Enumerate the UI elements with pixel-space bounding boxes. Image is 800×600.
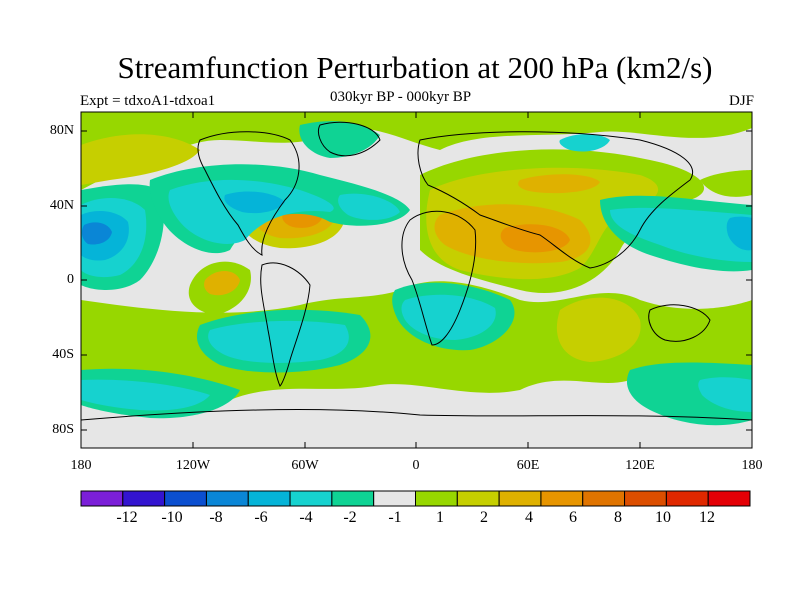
lat-label-40s: 40S — [52, 347, 74, 362]
colorbar-box — [247, 490, 291, 507]
colorbar-box — [540, 490, 584, 507]
colorbar-box — [164, 490, 207, 507]
colorbar-label: 6 — [569, 509, 577, 526]
colorbar-box — [289, 490, 333, 507]
colorbar-box — [707, 490, 751, 507]
colorbar-label: -10 — [161, 509, 183, 526]
lat-label-0: 0 — [67, 272, 74, 287]
colorbar-box — [80, 490, 124, 507]
colorbar-label: 8 — [614, 509, 622, 526]
lat-label-80n: 80N — [49, 123, 74, 138]
experiment-label: Expt = tdxoA1-tdxoa1 — [80, 93, 216, 109]
colorbar-box — [582, 490, 626, 507]
colorbar-box — [624, 490, 667, 507]
coastlines — [81, 121, 752, 421]
colorbar-box — [331, 490, 375, 507]
period-label: 030kyr BP - 000kyr BP — [330, 89, 472, 105]
colorbar-label: -6 — [254, 509, 268, 526]
colorbar-label: -1 — [388, 509, 402, 526]
lon-label-0: 0 — [412, 458, 420, 473]
lon-label-60w: 60W — [291, 458, 319, 473]
axis-ticks — [81, 112, 752, 448]
contour-field — [81, 112, 752, 448]
contour-level-neg6-neg8 — [81, 222, 112, 245]
colorbar-box — [122, 490, 166, 507]
colorbar-label: 1 — [436, 509, 444, 526]
colorbar-label: -12 — [116, 509, 138, 526]
colorbar-box — [665, 490, 709, 507]
season-label: DJF — [728, 93, 754, 109]
colorbar-label: 2 — [480, 509, 488, 526]
lon-label-120w: 120W — [175, 458, 211, 473]
colorbar-box — [456, 490, 500, 507]
lon-label-60e: 60E — [516, 458, 540, 473]
colorbar-label: -8 — [209, 509, 223, 526]
colorbar-box — [205, 490, 249, 507]
colorbar-label: 12 — [699, 509, 715, 526]
lon-label-120e: 120E — [625, 458, 655, 473]
colorbar-label: -4 — [299, 509, 313, 526]
colorbar-box — [498, 490, 542, 507]
colorbar-box — [415, 490, 458, 507]
lat-label-40n: 40N — [49, 198, 74, 213]
colorbar-label: -2 — [343, 509, 357, 526]
colorbar-box — [373, 490, 417, 507]
lon-label-180e: 180 — [741, 458, 763, 473]
lon-label-180w: 180 — [70, 458, 92, 473]
colorbar — [80, 490, 751, 507]
lat-label-80s: 80S — [52, 422, 74, 437]
colorbar-label: 10 — [655, 509, 671, 526]
plot-title: Streamfunction Perturbation at 200 hPa (… — [117, 50, 713, 85]
colorbar-label: 4 — [525, 509, 533, 526]
